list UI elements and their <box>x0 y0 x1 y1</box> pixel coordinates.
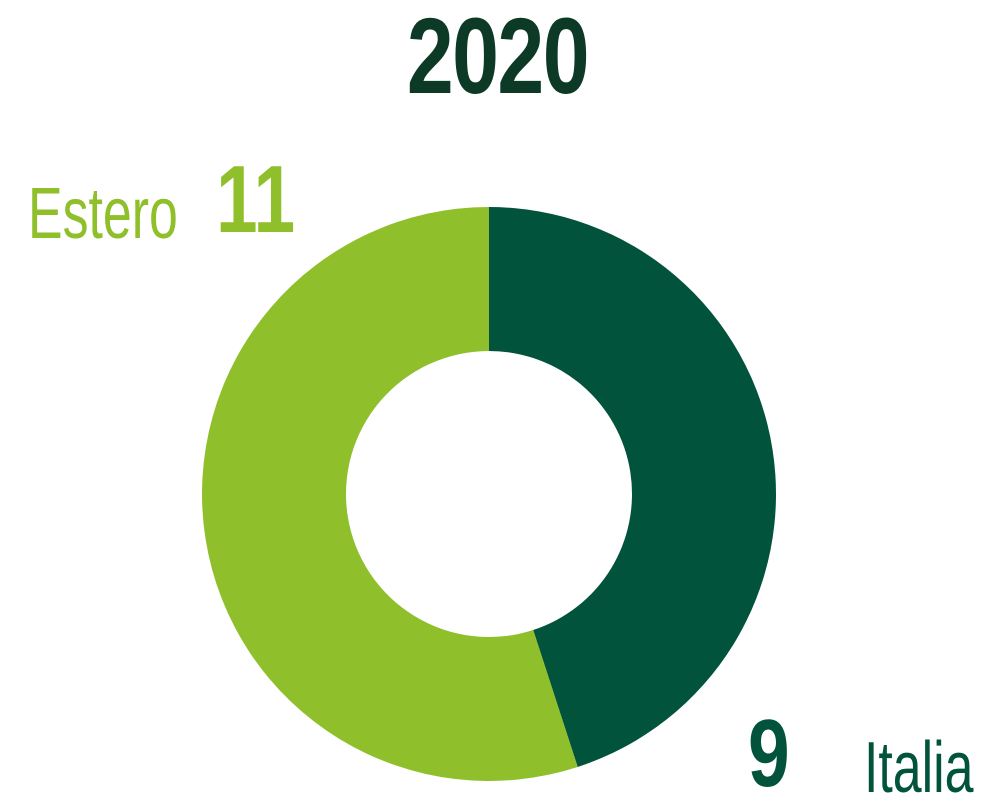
donut-slice-italia <box>489 207 777 767</box>
chart-title: 2020 <box>406 0 590 116</box>
slice-value-estero: 11 <box>216 146 296 253</box>
slice-value-italia: 9 <box>748 700 790 807</box>
slice-label-italia: Italia <box>864 728 974 808</box>
slice-label-estero: Estero <box>28 174 178 254</box>
donut-slice-estero <box>202 207 578 781</box>
